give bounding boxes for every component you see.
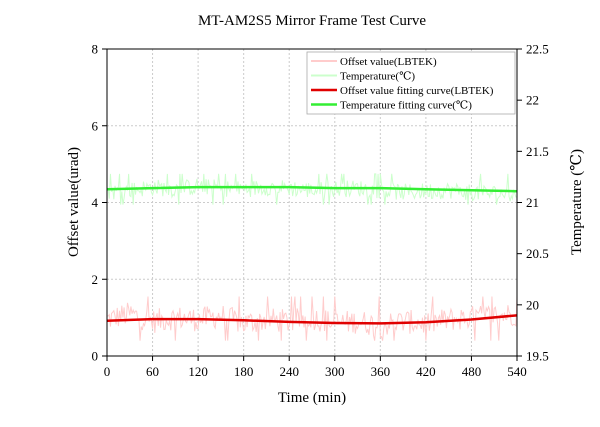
y2-tick-label: 22 <box>526 93 539 108</box>
y2-axis-label: Temperature (℃) <box>569 149 585 255</box>
x-tick-label: 120 <box>188 364 208 379</box>
fit-series-layer <box>106 185 518 325</box>
y2-tick-label: 21.5 <box>526 144 549 159</box>
legend: Offset value(LBTEK) Temperature(℃) Offset … <box>306 51 516 115</box>
y2-tick-label: 19.5 <box>526 349 549 364</box>
legend-label: Temperature(℃) <box>340 71 415 83</box>
y-axis-label: Offset value(urad) <box>66 147 82 257</box>
legend-label: Offset value(LBTEK) <box>340 56 437 68</box>
x-axis-label: Time (min) <box>278 390 346 406</box>
x-tick-label: 420 <box>416 364 436 379</box>
y2-tick-label: 20.5 <box>526 246 549 261</box>
x-tick-label: 0 <box>104 364 111 379</box>
legend-label: Temperature fitting curve(℃) <box>340 100 472 112</box>
series-line-fit-2 <box>106 314 518 325</box>
y-tick-label: 4 <box>92 195 99 210</box>
y-axis-ticks: 0 2 4 6 8 <box>92 42 107 364</box>
x-axis-ticks: 0 60 120 180 240 300 360 420 480 540 <box>104 356 527 379</box>
legend-box <box>306 51 516 115</box>
x-tick-label: 60 <box>146 364 159 379</box>
x-tick-label: 480 <box>462 364 482 379</box>
y2-axis-ticks: 19.5 20 20.5 21 21.5 22 22.5 <box>517 42 549 364</box>
y-tick-label: 8 <box>92 42 99 57</box>
chart-title: MT-AM2S5 Mirror Frame Test Curve <box>198 13 426 29</box>
x-tick-label: 240 <box>279 364 299 379</box>
y2-tick-label: 22.5 <box>526 42 549 57</box>
gridlines <box>107 49 517 356</box>
x-tick-label: 300 <box>325 364 345 379</box>
y-tick-label: 0 <box>92 349 99 364</box>
y-tick-label: 2 <box>92 272 99 287</box>
y2-tick-label: 21 <box>526 195 539 210</box>
series-line-fit-3 <box>106 185 518 193</box>
y2-tick-label: 20 <box>526 297 539 312</box>
x-tick-label: 540 <box>507 364 527 379</box>
x-tick-label: 360 <box>371 364 391 379</box>
legend-label: Offset value fitting curve(LBTEK) <box>340 85 494 97</box>
y-tick-label: 6 <box>92 118 99 133</box>
series-line-raw-1 <box>106 173 518 205</box>
x-tick-label: 180 <box>234 364 254 379</box>
